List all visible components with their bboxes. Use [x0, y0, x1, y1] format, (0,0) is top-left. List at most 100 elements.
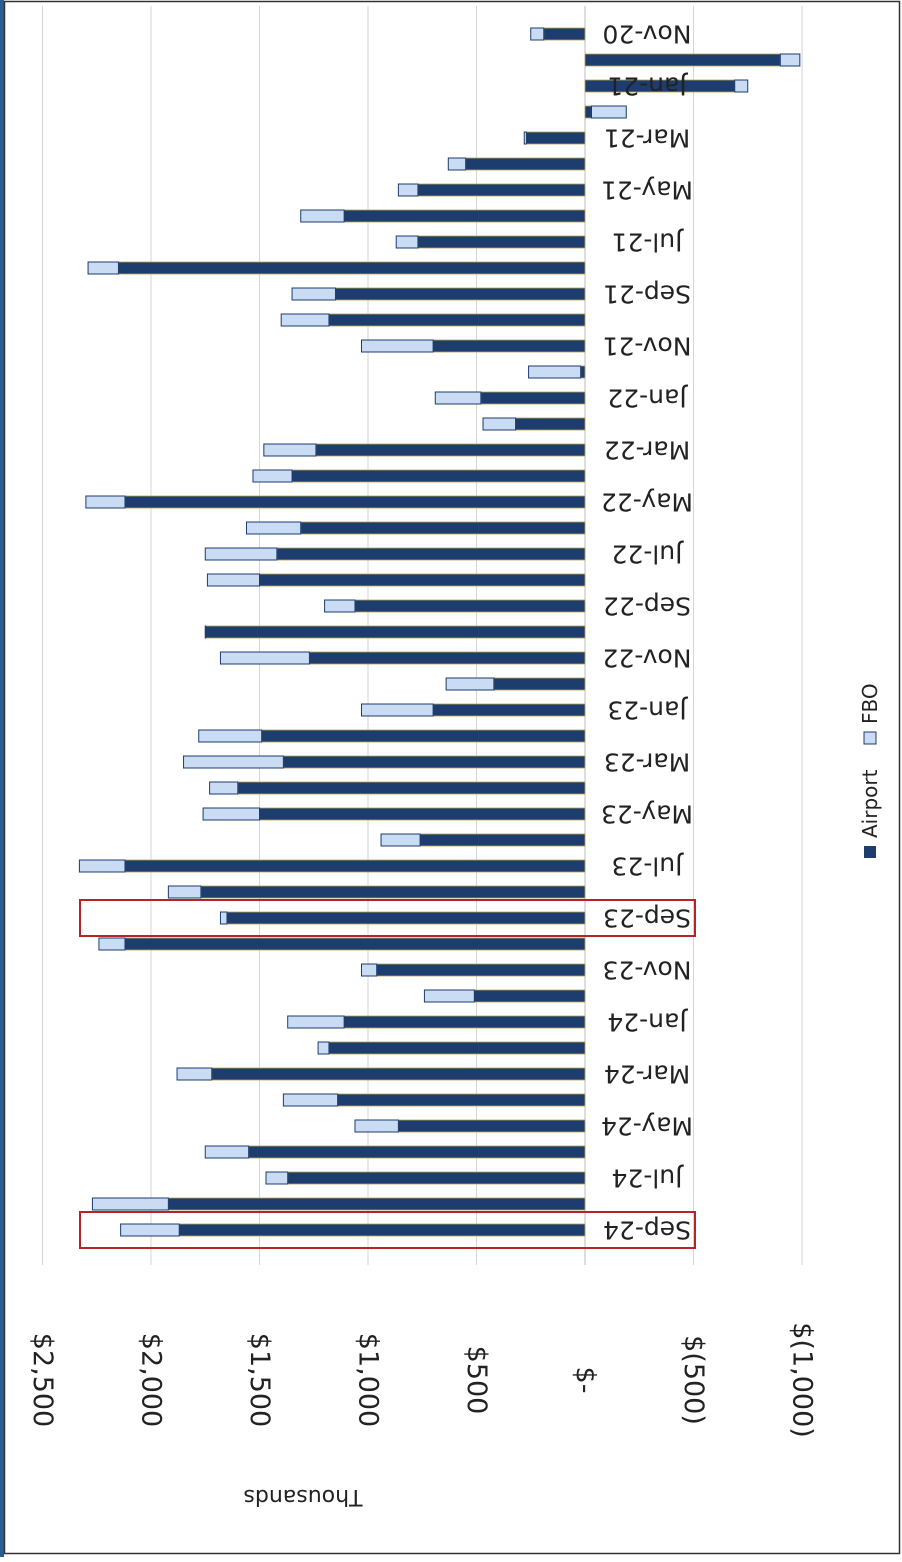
bar-fbo	[206, 573, 260, 587]
bar-airport	[480, 391, 586, 405]
x-tick-label: Sep-23	[603, 904, 691, 933]
bar-airport	[543, 27, 586, 41]
bar-airport	[417, 183, 586, 197]
bar-fbo	[265, 1171, 289, 1185]
x-tick-label: Jul-24	[612, 1164, 685, 1193]
y-tick-label: $(500)	[678, 1335, 709, 1425]
bar-airport	[315, 443, 586, 457]
bar-airport	[124, 495, 586, 509]
y-tick-label: $1,500	[244, 1333, 275, 1427]
legend-swatch-airport	[864, 846, 876, 858]
bar-airport	[432, 703, 586, 717]
legend-label-airport: Airport	[858, 769, 882, 838]
bar-airport	[259, 573, 586, 587]
bar-fbo	[280, 313, 330, 327]
bar-airport	[276, 547, 586, 561]
bar-fbo	[591, 105, 627, 119]
bar-fbo	[198, 729, 263, 743]
bar-airport	[211, 1067, 586, 1081]
bar-airport	[124, 937, 586, 951]
bar-fbo	[291, 287, 336, 301]
bar-fbo	[445, 677, 495, 691]
bar-airport	[200, 885, 586, 899]
x-tick-label: Mar-22	[604, 436, 690, 465]
x-tick-label: May-24	[601, 1112, 693, 1141]
x-tick-label: Mar-23	[604, 748, 690, 777]
bar-fbo	[530, 27, 545, 41]
bar-fbo	[252, 469, 293, 483]
bar-fbo	[87, 261, 119, 275]
y-tick-label: $2,500	[27, 1333, 58, 1427]
axis-title: Thousands	[243, 1484, 363, 1509]
bar-airport	[124, 859, 586, 873]
left-edge-strip	[0, 0, 4, 1557]
highlight-box	[79, 899, 696, 937]
bar-fbo	[204, 625, 207, 639]
legend-swatch-fbo	[863, 731, 877, 745]
bar-fbo	[204, 547, 278, 561]
y-tick-label: $500	[461, 1346, 492, 1415]
bar-airport	[335, 287, 586, 301]
y-tick-label: $1,000	[353, 1333, 384, 1427]
x-tick-label: Nov-23	[603, 956, 692, 985]
x-tick-label: Jul-22	[612, 540, 685, 569]
bar-airport	[287, 1171, 586, 1185]
x-tick-label: Sep-21	[603, 280, 691, 309]
bar-airport	[417, 235, 586, 249]
y-tick-label: $(1,000)	[787, 1322, 818, 1438]
bar-fbo	[317, 1041, 330, 1055]
bar-fbo	[734, 79, 749, 93]
bar-fbo	[423, 989, 475, 1003]
bar-airport	[248, 1145, 586, 1159]
bar-airport	[328, 1041, 586, 1055]
bar-fbo	[167, 885, 202, 899]
bar-fbo	[98, 937, 126, 951]
bar-fbo	[245, 521, 302, 535]
bar-fbo	[779, 53, 801, 67]
bar-fbo	[219, 911, 228, 925]
bar-fbo	[219, 651, 310, 665]
bar-fbo	[354, 1119, 399, 1133]
bar-fbo	[324, 599, 356, 613]
y-tick-label: $-	[570, 1367, 601, 1394]
bar-airport	[178, 1223, 586, 1237]
bar-airport	[237, 781, 586, 795]
bar-fbo	[91, 1197, 169, 1211]
bar-airport	[376, 963, 586, 977]
bar-airport	[291, 469, 586, 483]
bar-fbo	[183, 755, 284, 769]
bar-fbo	[523, 131, 527, 145]
bar-fbo	[202, 807, 260, 821]
bar-fbo	[434, 391, 482, 405]
legend-label-fbo: FBO	[858, 683, 882, 724]
bar-fbo	[482, 417, 517, 431]
x-tick-label: Jul-23	[612, 852, 685, 881]
bar-fbo	[120, 1223, 180, 1237]
bar-airport	[343, 209, 586, 223]
bar-airport	[343, 1015, 586, 1029]
bar-airport	[526, 131, 586, 145]
x-tick-label: Jan-24	[607, 1008, 688, 1037]
bar-fbo	[380, 833, 421, 847]
x-tick-label: Jul-21	[612, 228, 685, 257]
bar-airport	[204, 625, 586, 639]
bar-fbo	[209, 781, 239, 795]
bar-airport	[300, 521, 586, 535]
bar-fbo	[447, 157, 467, 171]
bar-airport	[580, 365, 586, 379]
bar-airport	[515, 417, 586, 431]
bar-airport	[432, 339, 586, 353]
bar-airport	[118, 261, 586, 275]
bar-airport	[419, 833, 586, 847]
bar-fbo	[360, 703, 434, 717]
bar-fbo	[528, 365, 582, 379]
x-tick-label: Nov-22	[603, 644, 692, 673]
bar-fbo	[282, 1093, 339, 1107]
bar-airport	[226, 911, 586, 925]
highlight-box	[79, 1211, 696, 1249]
bar-airport	[354, 599, 586, 613]
bar-fbo	[360, 339, 434, 353]
bar-airport	[259, 807, 586, 821]
